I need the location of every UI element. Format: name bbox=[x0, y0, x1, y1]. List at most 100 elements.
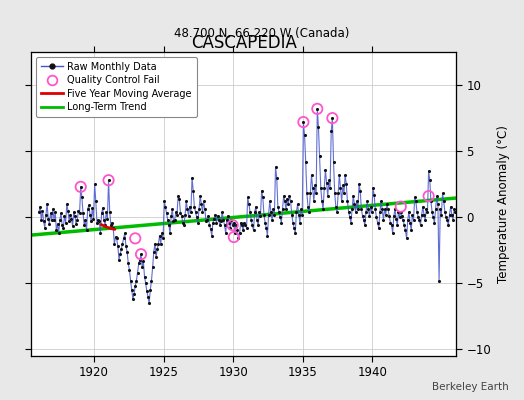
Point bbox=[51, 209, 59, 215]
Point bbox=[328, 115, 336, 121]
Point bbox=[135, 260, 143, 267]
Point bbox=[108, 219, 116, 226]
Point bbox=[95, 218, 103, 224]
Point bbox=[322, 180, 331, 186]
Point bbox=[226, 224, 235, 231]
Point bbox=[434, 201, 442, 207]
Point bbox=[211, 211, 220, 218]
Point bbox=[377, 198, 385, 204]
Point bbox=[246, 209, 254, 215]
Point bbox=[176, 210, 184, 216]
Point bbox=[50, 217, 58, 223]
Point bbox=[330, 158, 338, 165]
Point bbox=[400, 222, 409, 228]
Point bbox=[94, 217, 102, 223]
Point bbox=[80, 222, 89, 228]
Point bbox=[309, 185, 317, 191]
Point bbox=[213, 213, 222, 219]
Point bbox=[198, 209, 206, 215]
Point bbox=[342, 181, 351, 187]
Point bbox=[283, 196, 291, 202]
Point bbox=[144, 293, 152, 300]
Point bbox=[255, 209, 264, 215]
Point bbox=[115, 256, 123, 263]
Point bbox=[40, 224, 49, 231]
Point bbox=[126, 278, 135, 284]
Point bbox=[136, 256, 144, 263]
Point bbox=[131, 235, 139, 242]
Point bbox=[387, 222, 396, 228]
Point bbox=[376, 209, 384, 215]
Point bbox=[124, 260, 133, 267]
Point bbox=[272, 174, 281, 181]
Point bbox=[149, 248, 158, 255]
Point bbox=[323, 193, 332, 199]
Point bbox=[328, 115, 336, 121]
Point bbox=[418, 211, 426, 218]
Point bbox=[57, 210, 65, 216]
Point bbox=[247, 217, 255, 223]
Point bbox=[341, 172, 350, 178]
Point bbox=[293, 201, 302, 207]
Point bbox=[445, 211, 454, 218]
Point bbox=[71, 213, 79, 219]
Point bbox=[292, 209, 301, 215]
Point bbox=[401, 227, 410, 234]
Point bbox=[298, 211, 307, 218]
Point bbox=[162, 210, 171, 216]
Point bbox=[100, 217, 108, 223]
Point bbox=[402, 235, 411, 242]
Point bbox=[348, 206, 356, 212]
Point bbox=[383, 201, 391, 207]
Point bbox=[39, 218, 48, 224]
Point bbox=[268, 217, 276, 223]
Point bbox=[141, 280, 150, 286]
Point bbox=[113, 235, 121, 242]
Point bbox=[159, 235, 167, 242]
Point bbox=[125, 267, 134, 273]
Point bbox=[133, 270, 141, 276]
Point bbox=[403, 217, 412, 223]
Point bbox=[205, 222, 214, 228]
Point bbox=[74, 208, 83, 214]
Point bbox=[315, 153, 324, 160]
Point bbox=[363, 198, 372, 204]
Point bbox=[77, 184, 85, 190]
Point bbox=[131, 283, 139, 289]
Point bbox=[239, 227, 247, 234]
Point bbox=[313, 106, 322, 112]
Point bbox=[222, 230, 230, 236]
Point bbox=[169, 218, 178, 224]
Point bbox=[132, 278, 140, 284]
Point bbox=[311, 182, 319, 189]
Point bbox=[160, 198, 168, 204]
Point bbox=[230, 234, 238, 240]
Point bbox=[423, 209, 432, 215]
Point bbox=[232, 222, 241, 228]
Point bbox=[343, 198, 352, 204]
Point bbox=[354, 206, 362, 212]
Point bbox=[202, 218, 210, 224]
Point bbox=[349, 193, 357, 199]
Point bbox=[261, 219, 269, 226]
Point bbox=[336, 185, 345, 191]
Point bbox=[393, 222, 401, 228]
Point bbox=[357, 206, 366, 212]
Point bbox=[375, 224, 383, 231]
Point bbox=[386, 219, 395, 226]
Point bbox=[274, 204, 282, 210]
Point bbox=[319, 206, 328, 212]
Point bbox=[243, 224, 251, 231]
Point bbox=[299, 119, 308, 125]
Point bbox=[409, 217, 418, 223]
Point bbox=[175, 196, 183, 202]
Point bbox=[104, 177, 113, 184]
Point bbox=[384, 206, 392, 212]
Point bbox=[92, 198, 100, 204]
Point bbox=[337, 198, 346, 204]
Point bbox=[291, 230, 299, 236]
Point bbox=[194, 219, 202, 226]
Point bbox=[88, 205, 96, 211]
Point bbox=[408, 211, 417, 218]
Point bbox=[320, 185, 329, 191]
